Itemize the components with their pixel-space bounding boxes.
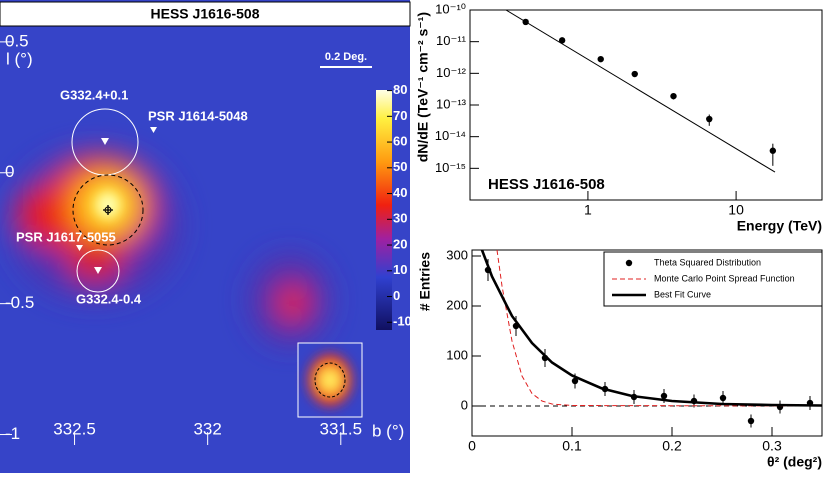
y-tick-label: 100	[446, 347, 468, 362]
y-axis-label: dN/dE (TeV⁻¹ cm⁻² s⁻¹)	[415, 12, 431, 162]
data-point	[670, 92, 677, 100]
data-point	[597, 55, 604, 63]
legend-label: Best Fit Curve	[654, 289, 711, 299]
y-tick-label: 10⁻¹³	[436, 96, 467, 111]
x-tick-label: 0.1	[562, 438, 582, 454]
curve	[505, 9, 776, 173]
colorbar-tick-label: 10	[393, 262, 407, 277]
x-tick-label: 331.5	[320, 419, 363, 438]
y-tick-label: 10⁻¹⁵	[435, 160, 466, 175]
data-point	[558, 37, 566, 44]
colorbar-tick-label: -10	[393, 314, 412, 329]
data-point	[769, 147, 777, 154]
x-axis-label: θ² (deg²)	[767, 454, 822, 470]
sky-map	[0, 0, 411, 473]
x-tick-label: 1	[584, 202, 592, 218]
colorbar-tick-label: 80	[393, 82, 407, 97]
y-axis-label: # Entries	[417, 252, 433, 311]
theta-panel	[471, 249, 823, 437]
curve	[480, 249, 823, 407]
y-tick-label: 0.5	[5, 31, 29, 50]
data-point	[660, 392, 668, 400]
data-point	[631, 70, 638, 78]
colorbar-tick-label: 60	[393, 134, 407, 149]
spectrum-panel	[469, 9, 823, 201]
annotation: PSR J1617-5055	[16, 229, 116, 244]
data-point	[747, 417, 755, 425]
colorbar-tick-label: 70	[393, 108, 407, 123]
x-axis-label: b (°)	[372, 421, 404, 440]
x-tick-label: 0	[468, 438, 476, 454]
y-tick-label: 10⁻¹⁴	[435, 128, 466, 143]
data-point	[706, 115, 713, 123]
x-tick-label: 0.3	[762, 438, 782, 454]
y-tick-label: -0.5	[5, 293, 34, 312]
y-tick-label: 10⁻¹⁰	[435, 1, 466, 16]
colorbar-tick-label: 50	[393, 159, 407, 174]
annotation: PSR J1614-5048	[148, 108, 248, 123]
y-tick-label: -1	[5, 424, 20, 443]
annotation: G332.4+0.1	[60, 87, 128, 102]
y-axis-label: l (°)	[6, 49, 33, 68]
x-tick-label: 332	[193, 419, 221, 438]
x-tick-label: 332.5	[53, 419, 96, 438]
y-tick-label: 10⁻¹¹	[436, 33, 467, 48]
legend-label: Monte Carlo Point Spread Function	[654, 273, 795, 283]
y-tick-label: 10⁻¹²	[436, 65, 467, 80]
colorbar-tick-label: 40	[393, 185, 407, 200]
colorbar-tick-label: 20	[393, 236, 407, 251]
annotation: G332.4-0.4	[76, 291, 142, 306]
curve	[496, 249, 823, 407]
data-point	[719, 394, 727, 402]
x-tick-label: 10	[728, 202, 744, 218]
x-axis-label: Energy (TeV)	[737, 218, 822, 234]
y-tick-label: 0	[461, 397, 468, 412]
annotation: 0.2 Deg.	[325, 51, 367, 63]
colorbar-tick-label: 0	[393, 288, 400, 303]
data-point	[571, 377, 579, 385]
plot-title: HESS J1616-508	[488, 176, 605, 193]
y-tick-label: 300	[446, 247, 468, 262]
map-title: HESS J1616-508	[151, 6, 260, 22]
colorbar-tick-label: 30	[393, 211, 407, 226]
legend-marker	[625, 259, 633, 267]
y-tick-label: 0	[5, 162, 14, 181]
y-tick-label: 200	[446, 297, 468, 312]
x-tick-label: 0.2	[662, 438, 682, 454]
legend-label: Theta Squared Distribution	[654, 257, 761, 267]
